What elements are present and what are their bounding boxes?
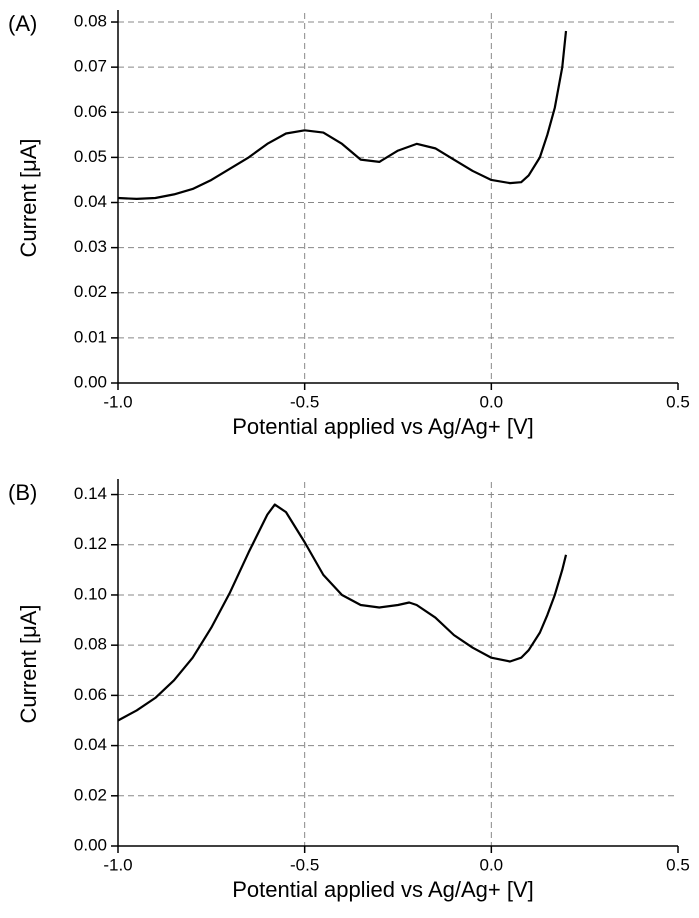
- y-tick-label: 0.10: [74, 584, 107, 603]
- x-tick-label: -1.0: [103, 855, 132, 874]
- x-tick-label: 0.5: [666, 855, 690, 874]
- y-tick-label: 0.14: [74, 484, 107, 503]
- y-tick-label: 0.02: [74, 282, 107, 301]
- y-axis-label: Current [μA]: [16, 604, 41, 723]
- y-tick-label: 0.02: [74, 785, 107, 804]
- x-axis-label: Potential applied vs Ag/Ag+ [V]: [232, 877, 533, 902]
- y-tick-label: 0.07: [74, 57, 107, 76]
- x-tick-label: 0.5: [666, 392, 690, 411]
- y-tick-label: 0.00: [74, 372, 107, 391]
- y-tick-label: 0.04: [74, 735, 107, 754]
- y-tick-label: 0.08: [74, 12, 107, 31]
- x-tick-label: 0.0: [480, 855, 504, 874]
- y-tick-label: 0.03: [74, 237, 107, 256]
- y-axis-label: Current [μA]: [16, 138, 41, 257]
- panel-label: (B): [8, 480, 37, 505]
- y-tick-label: 0.00: [74, 835, 107, 854]
- panel-label: (A): [8, 11, 37, 36]
- y-tick-label: 0.06: [74, 102, 107, 121]
- x-tick-label: 0.0: [480, 392, 504, 411]
- y-tick-label: 0.08: [74, 635, 107, 654]
- x-tick-label: -0.5: [290, 855, 319, 874]
- x-axis-label: Potential applied vs Ag/Ag+ [V]: [232, 414, 533, 439]
- x-tick-label: -1.0: [103, 392, 132, 411]
- data-line: [117, 30, 568, 200]
- y-tick-label: 0.05: [74, 147, 107, 166]
- y-tick-label: 0.04: [74, 192, 107, 211]
- x-tick-label: -0.5: [290, 392, 319, 411]
- y-tick-label: 0.12: [74, 534, 107, 553]
- y-tick-label: 0.06: [74, 685, 107, 704]
- y-tick-label: 0.01: [74, 327, 107, 346]
- data-line: [117, 503, 568, 722]
